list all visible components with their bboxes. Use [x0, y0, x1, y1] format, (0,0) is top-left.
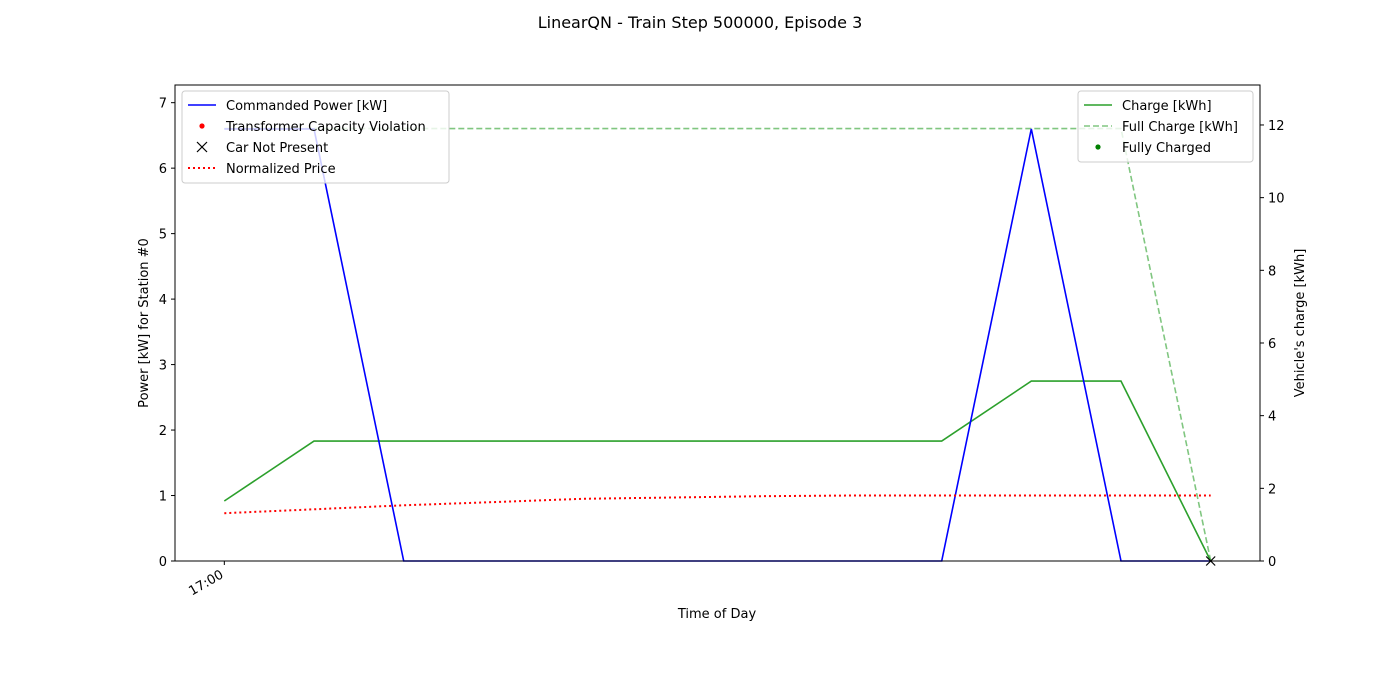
y-tick-label-left: 4 — [159, 293, 167, 308]
y-tick-label-right: 0 — [1268, 555, 1276, 570]
legend-right: Charge [kWh] Full Charge [kWh] Fully Charg… — [1077, 90, 1254, 163]
series-line-full-charge-kwh — [224, 127, 1212, 562]
y-tick-label-right: 6 — [1268, 337, 1276, 352]
legend-swatch-fully-charged — [1095, 144, 1101, 150]
x-axis-label: Time of Day — [677, 607, 757, 622]
legend-label-commanded-power-kw: Commanded Power [kW] — [226, 99, 387, 114]
y-tick-label-right: 8 — [1268, 264, 1276, 279]
x-tick-label: 17:00 — [186, 567, 226, 599]
y-tick-label-left: 1 — [159, 490, 167, 505]
y-tick-label-right: 10 — [1268, 192, 1285, 207]
y-tick-label-left: 2 — [159, 424, 167, 439]
plot-frame — [174, 84, 1261, 562]
y-tick-label-right: 12 — [1268, 119, 1285, 134]
y-tick-label-right: 4 — [1268, 410, 1276, 425]
series-line-charge-kwh — [223, 380, 1212, 562]
legend-label-transformer-capacity-violation: Transformer Capacity Violation — [225, 120, 426, 135]
y-tick-label-left: 7 — [159, 97, 167, 112]
y-tick-label-left: 5 — [159, 228, 167, 243]
legend-swatch-car-not-present — [196, 141, 208, 153]
series-line-commanded-power-kw — [224, 128, 1211, 562]
y-tick-label-left: 6 — [159, 162, 167, 177]
legend-label-normalized-price: Normalized Price — [226, 162, 336, 177]
legend-label-car-not-present: Car Not Present — [226, 141, 328, 156]
legend-label-charge-kwh: Charge [kWh] — [1122, 99, 1212, 114]
legend-swatch-transformer-capacity-violation — [199, 123, 205, 129]
y-axis-label-left: Power [kW] for Station #0 — [137, 238, 152, 408]
series-line-normalized-price — [224, 494, 1211, 515]
legend-box — [181, 90, 450, 184]
y-tick-label-left: 3 — [159, 359, 167, 374]
legend-left: Commanded Power [kW] Transformer Capacity… — [181, 90, 450, 184]
legend-box — [1077, 90, 1254, 163]
legend-label-full-charge-kwh: Full Charge [kWh] — [1122, 120, 1238, 135]
y-axis-label-right: Vehicle's charge [kWh] — [1293, 249, 1308, 398]
plot-layer — [223, 127, 1216, 566]
y-tick-label-left: 0 — [159, 555, 167, 570]
chart-title: LinearQN - Train Step 500000, Episode 3 — [538, 13, 863, 32]
y-tick-label-right: 2 — [1268, 482, 1276, 497]
legend-x-stroke — [196, 141, 208, 153]
legend-label-fully-charged: Fully Charged — [1122, 141, 1211, 156]
